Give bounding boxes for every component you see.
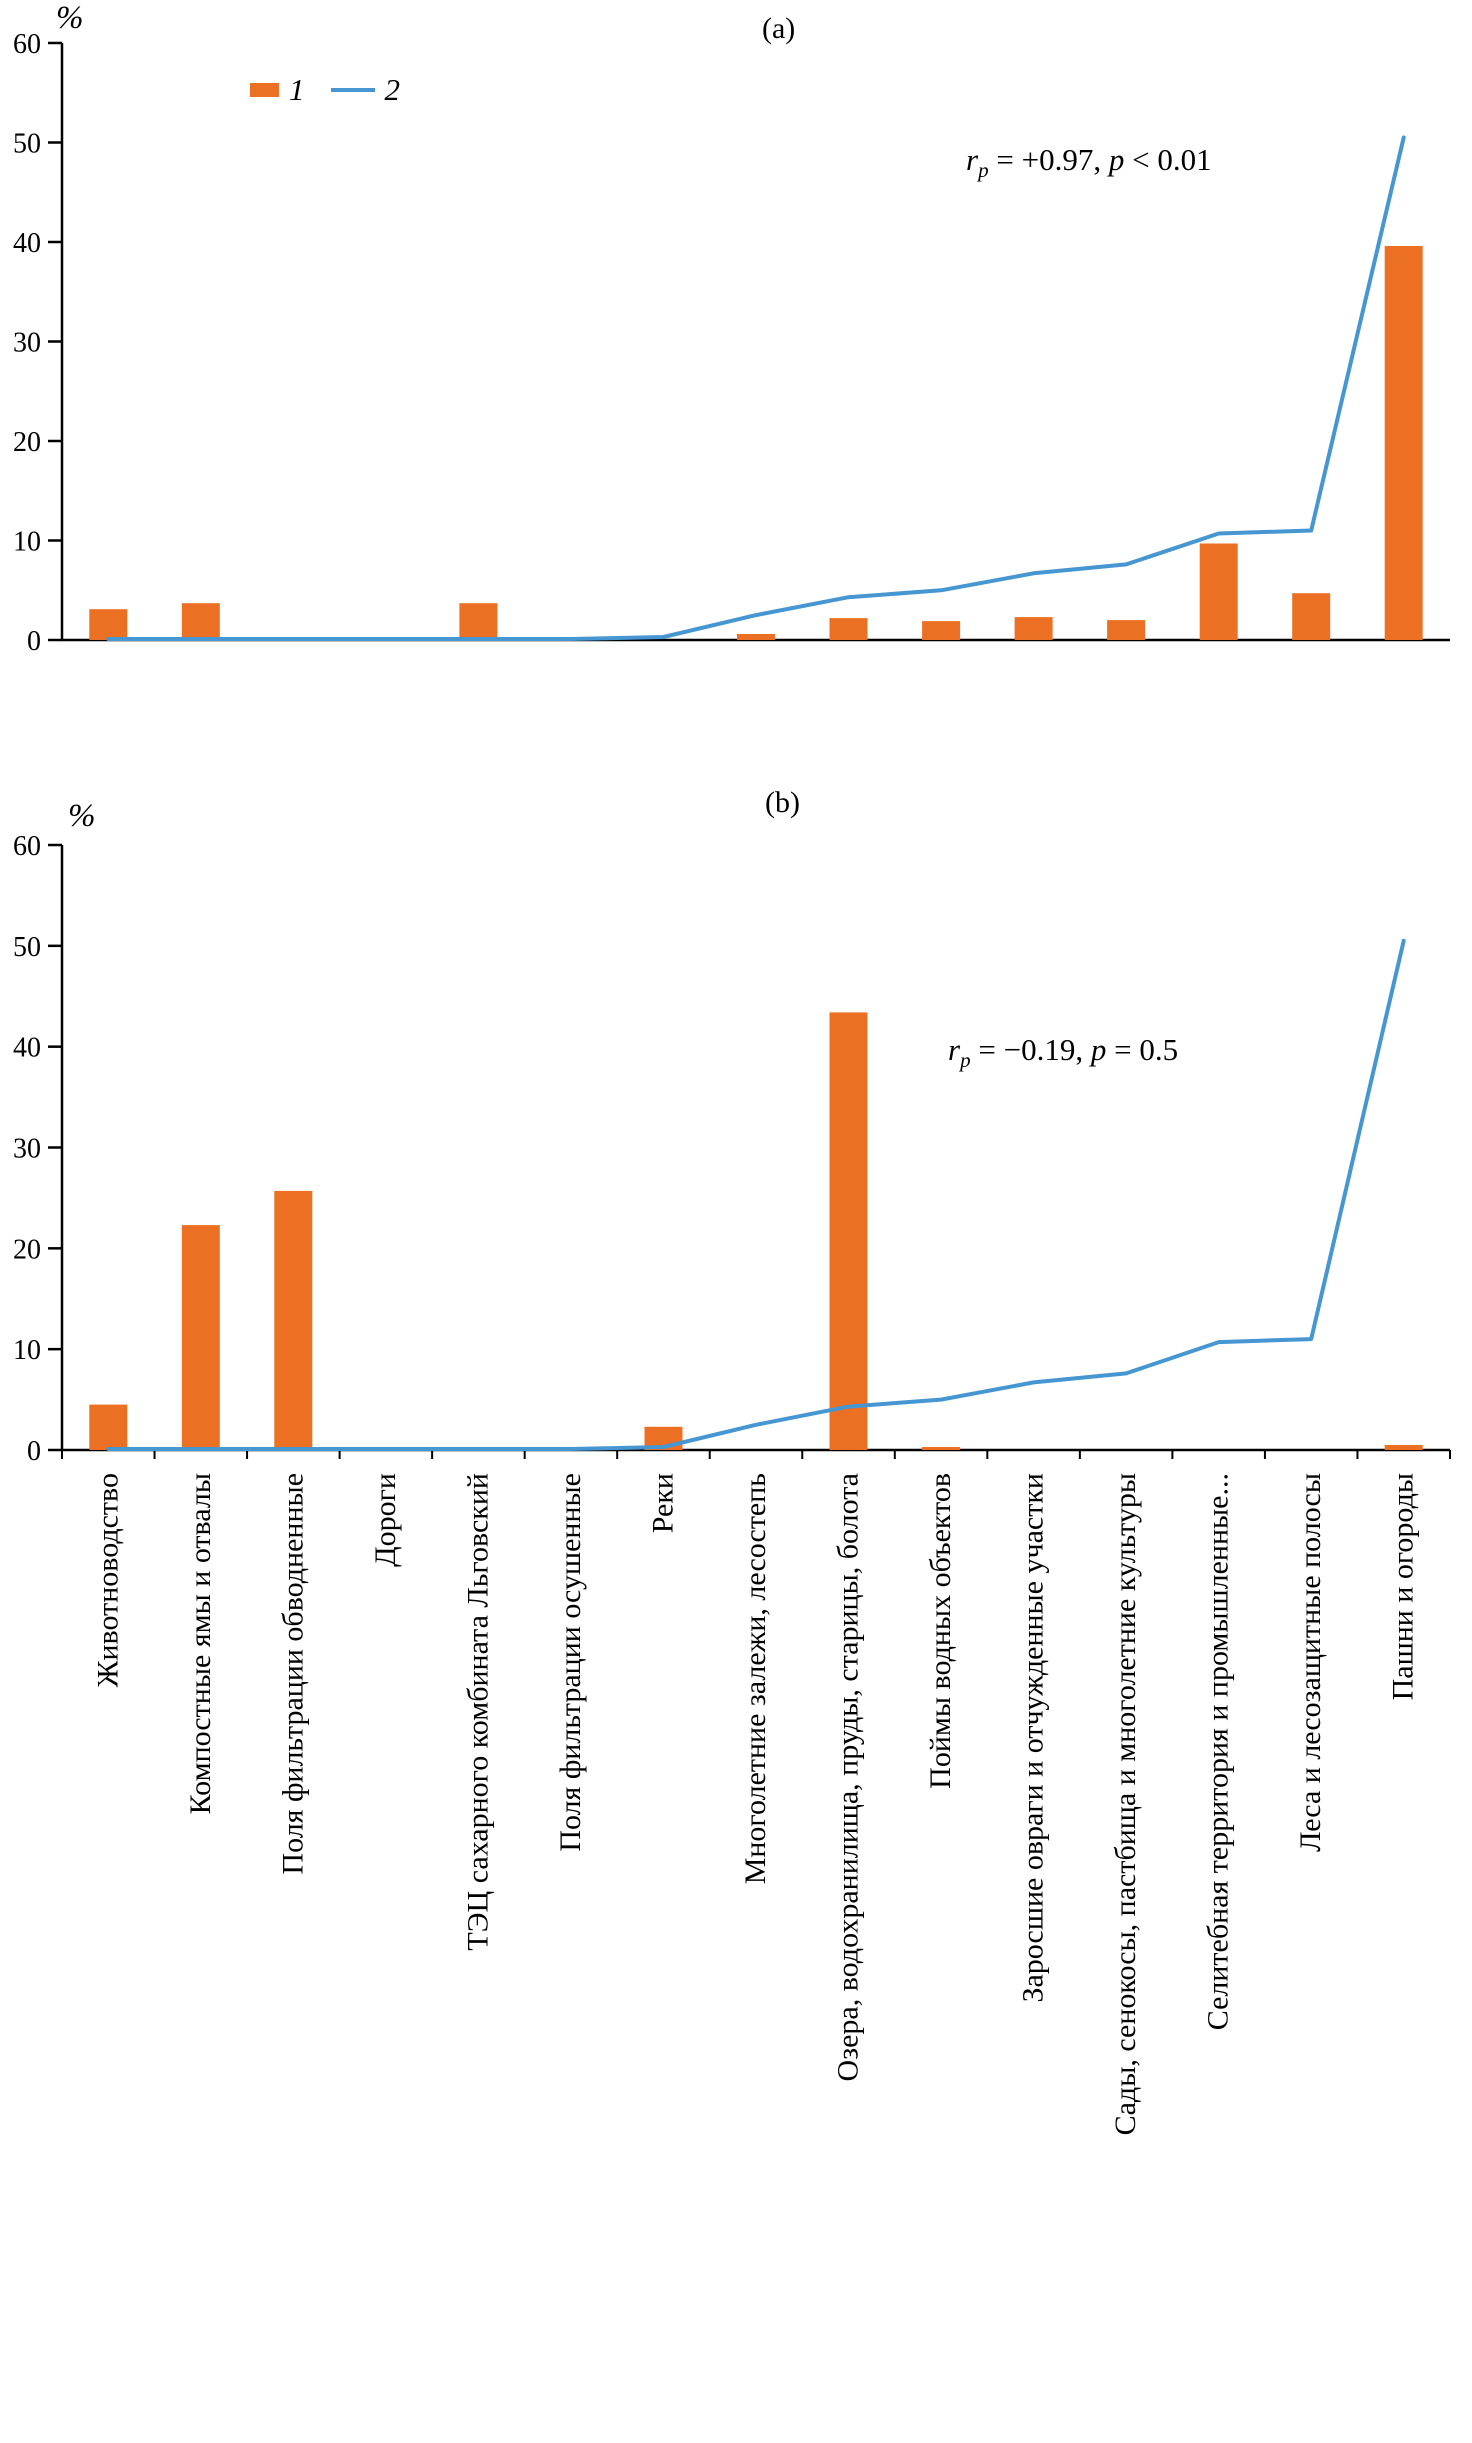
annotation-b-sub: p — [960, 1048, 971, 1073]
annotation-a: rp = +0.97, p < 0.01 — [966, 142, 1212, 183]
bar — [181, 603, 220, 640]
legend-label-series-2: 2 — [384, 72, 401, 107]
bar — [459, 603, 498, 640]
annotation-b-r: r — [948, 1032, 961, 1067]
bar — [1384, 1445, 1423, 1450]
bar — [1199, 543, 1238, 640]
x-category-label: Пашни и огороды — [1387, 1473, 1420, 1700]
y-tick-label: 10 — [13, 1335, 41, 1366]
x-category-label: Животноводство — [91, 1473, 124, 1687]
y-tick-label: 0 — [27, 626, 41, 657]
annotation-a-sub: p — [978, 158, 989, 183]
y-tick-label: 40 — [13, 1033, 41, 1064]
trend-line — [106, 135, 1406, 641]
annotation-a-p: p — [1108, 142, 1125, 177]
annotation-a-r: r — [966, 142, 979, 177]
y-axis-unit-b: % — [68, 798, 96, 834]
y-tick-label: 40 — [13, 228, 41, 259]
annotation-b-mid: = −0.19, — [970, 1032, 1091, 1067]
y-tick-label: 50 — [13, 129, 41, 160]
x-category-label: Компостные ямы и отвалы — [184, 1473, 217, 1814]
x-category-label: Сады, сенокосы, пастбища и многолетние к… — [1109, 1473, 1142, 2135]
x-category-label: Леса и лесозащитные полосы — [1294, 1473, 1327, 1852]
annotation-b-p: p — [1090, 1032, 1107, 1067]
y-tick-label: 30 — [13, 1134, 41, 1165]
bar — [274, 1190, 313, 1450]
x-category-label: Поля фильтрации осушенные — [554, 1473, 587, 1852]
bar — [922, 1447, 961, 1450]
x-category-label: Селитебная территория и промышленные... — [1202, 1473, 1235, 2030]
y-tick-label: 20 — [13, 427, 41, 458]
x-category-label: Поля фильтрации обводненные — [276, 1473, 309, 1875]
y-axis-unit-a: % — [56, 0, 84, 36]
y-tick-label: 10 — [13, 527, 41, 558]
annotation-b: rp = −0.19, p = 0.5 — [948, 1032, 1178, 1073]
bar — [1107, 620, 1146, 640]
x-category-label: Поймы водных объектов — [924, 1473, 957, 1789]
panel-b-label: (b) — [765, 786, 800, 819]
bar — [1292, 593, 1331, 640]
y-tick-label: 0 — [27, 1436, 41, 1467]
y-tick-label: 20 — [13, 1234, 41, 1265]
panel-a-label: (a) — [762, 12, 796, 45]
y-tick-label: 60 — [13, 29, 41, 60]
bar — [1384, 246, 1423, 640]
legend-label-series-1: 1 — [289, 72, 305, 107]
annotation-a-mid: = +0.97, — [988, 142, 1109, 177]
x-category-label: Озера, водохранилища, пруды, старицы, бо… — [832, 1473, 865, 2081]
x-category-label: Дороги — [369, 1473, 402, 1567]
x-category-label: Реки — [646, 1473, 679, 1533]
x-category-label: Многолетние залежи, лесостепь — [739, 1473, 772, 1884]
annotation-a-tail: < 0.01 — [1124, 142, 1212, 177]
x-category-label: Заросшие овраги и отчужденные участки — [1017, 1473, 1050, 2003]
bar — [829, 1012, 868, 1450]
legend: 1 2 — [250, 72, 400, 108]
y-tick-label: 60 — [13, 831, 41, 862]
x-category-label: ТЭЦ сахарного комбината Льговский — [461, 1473, 494, 1951]
bar — [922, 621, 961, 640]
bar — [89, 1404, 128, 1450]
bar — [829, 618, 868, 640]
legend-bar-swatch-icon — [250, 83, 279, 97]
bar — [1014, 617, 1053, 640]
legend-line-swatch-icon — [330, 88, 375, 92]
bar — [89, 609, 128, 640]
bar — [737, 634, 775, 640]
annotation-b-tail: = 0.5 — [1106, 1032, 1179, 1067]
trend-line — [106, 938, 1406, 1451]
y-tick-label: 50 — [13, 932, 41, 963]
y-tick-label: 30 — [13, 328, 41, 359]
bar — [181, 1225, 220, 1450]
